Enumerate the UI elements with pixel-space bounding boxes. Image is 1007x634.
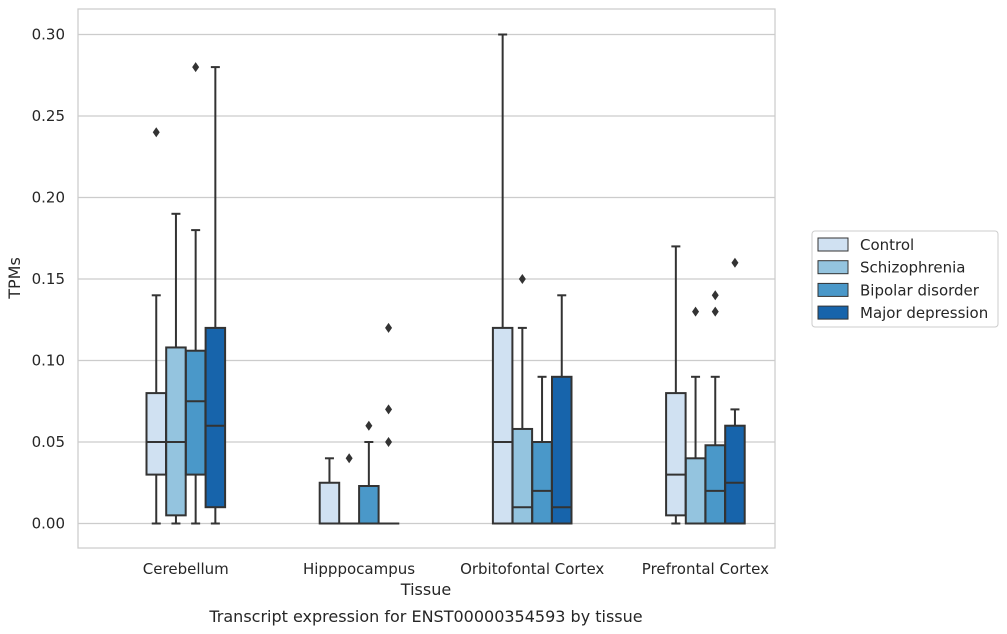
box-iqr [511, 427, 534, 525]
outlier-point [385, 404, 393, 415]
box-cerebellum-bipolar-disorder [184, 62, 207, 525]
box-iqr [724, 424, 746, 525]
outlier-point [692, 306, 700, 317]
legend-frame [811, 230, 999, 328]
y-tick-label: 0.25 [32, 107, 65, 125]
box-hipppocampus-schizophrenia [338, 453, 360, 525]
box-hipppocampus-control [318, 457, 341, 525]
outlier-point [152, 127, 160, 138]
outlier-point [192, 62, 200, 73]
plot-area-frame [77, 8, 776, 549]
outlier-point [518, 274, 526, 284]
outlier-point [731, 257, 739, 268]
legend-label: Control [860, 236, 914, 254]
x-axis-ticks: Cerebellum Hipppocampus Orbitofontal Corte… [143, 560, 769, 578]
box-iqr [491, 326, 514, 525]
y-axis-ticks: 0.00 0.05 0.10 0.15 0.20 0.25 0.30 [32, 26, 65, 533]
x-tick-label: Orbitofontal Cortex [460, 560, 604, 578]
outlier-point [345, 453, 353, 464]
legend-swatch [817, 237, 849, 252]
x-tick-label: Hipppocampus [303, 560, 415, 578]
box-iqr [684, 457, 707, 525]
legend-swatch [817, 282, 849, 297]
y-tick-label: 0.30 [32, 26, 65, 44]
outlier-point [385, 437, 393, 447]
box-series [145, 33, 746, 525]
y-tick-label: 0.10 [32, 352, 65, 370]
box-prefrontal-cortex-major-depression [724, 257, 746, 525]
box-cerebellum-schizophrenia [165, 212, 187, 525]
legend-label: Schizophrenia [860, 259, 965, 277]
box-hipppocampus-major-depression [377, 322, 400, 525]
box-cerebellum-major-depression [204, 66, 227, 525]
box-iqr [204, 326, 227, 509]
box-iqr [145, 392, 167, 476]
box-cerebellum-control [145, 127, 167, 525]
y-tick-label: 0.00 [32, 515, 65, 533]
box-iqr [551, 375, 573, 525]
box-iqr [318, 481, 341, 525]
box-orbitofontal-cortex-major-depression [551, 294, 573, 525]
legend-label: Bipolar disorder [860, 281, 980, 299]
y-tick-label: 0.15 [32, 270, 65, 288]
y-axis-label: TPMs [5, 257, 24, 300]
box-prefrontal-cortex-bipolar-disorder [704, 290, 726, 525]
box-iqr [704, 444, 726, 525]
box-prefrontal-cortex-control [665, 245, 687, 525]
box-prefrontal-cortex-schizophrenia [684, 306, 707, 525]
box-orbitofontal-cortex-bipolar-disorder [531, 375, 553, 525]
legend-label: Major depression [860, 304, 988, 322]
x-axis-label: Tissue [400, 580, 451, 599]
outlier-point [365, 420, 373, 431]
x-tick-label: Cerebellum [143, 560, 229, 578]
box-iqr [165, 346, 187, 517]
outlier-point [385, 322, 393, 333]
box-orbitofontal-cortex-control [491, 33, 514, 525]
legend-swatch [817, 260, 849, 275]
box-iqr [184, 349, 207, 476]
box-iqr [531, 441, 553, 525]
y-tick-label: 0.20 [32, 189, 65, 207]
x-tick-label: Prefrontal Cortex [642, 560, 769, 578]
box-iqr [665, 392, 687, 517]
box-orbitofontal-cortex-schizophrenia [511, 274, 534, 525]
outlier-point [711, 290, 719, 301]
legend-swatch [817, 305, 849, 320]
figure-caption: Transcript expression for ENST0000035459… [208, 607, 642, 626]
y-tick-label: 0.05 [32, 433, 65, 451]
box-iqr [358, 485, 380, 525]
box-hipppocampus-bipolar-disorder [358, 420, 380, 525]
legend: Control Schizophrenia Bipolar disorder Majo… [811, 230, 999, 328]
outlier-point [711, 306, 719, 317]
